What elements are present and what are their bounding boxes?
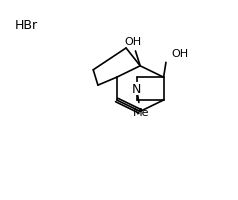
Text: HBr: HBr xyxy=(14,19,37,32)
Text: OH: OH xyxy=(124,37,142,47)
Text: OH: OH xyxy=(172,49,189,59)
Text: Me: Me xyxy=(133,108,149,118)
Text: N: N xyxy=(132,83,141,96)
